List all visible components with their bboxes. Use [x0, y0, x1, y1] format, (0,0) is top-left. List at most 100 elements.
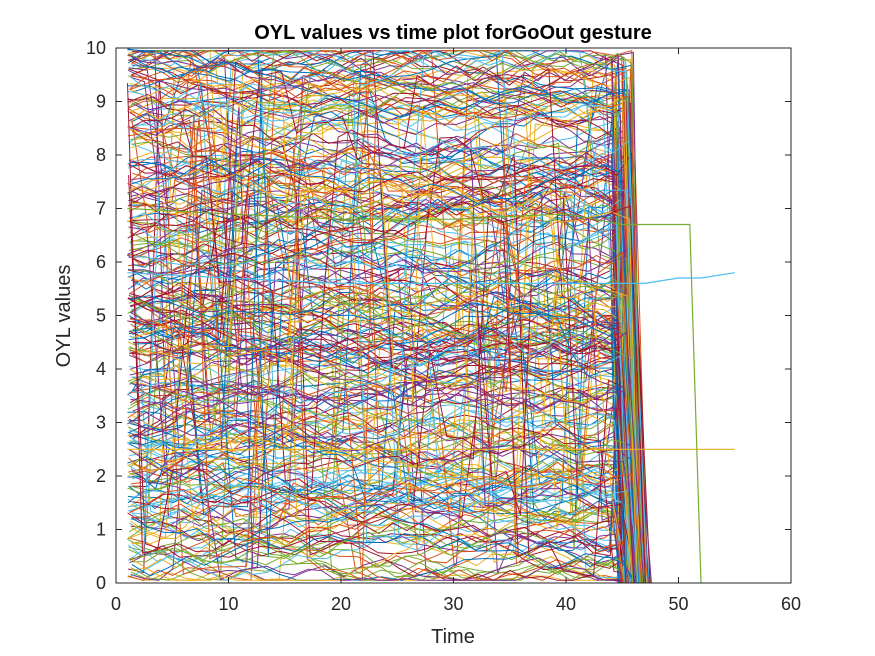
series-line [130, 91, 625, 584]
series-line [131, 489, 632, 584]
y-tick-label: 8 [96, 145, 106, 165]
series-line [129, 58, 632, 584]
series-line [128, 418, 640, 584]
series-line [127, 438, 642, 584]
series-line [131, 92, 619, 584]
series-line [132, 300, 635, 584]
y-tick-label: 2 [96, 466, 106, 486]
series-line [131, 341, 639, 584]
series-line [131, 349, 634, 584]
series-line [130, 184, 634, 584]
series-line [129, 226, 629, 584]
series-line [128, 50, 631, 584]
series-line [127, 68, 644, 584]
series-line [130, 287, 645, 584]
series-line [129, 390, 636, 584]
x-tick-label: 30 [443, 594, 463, 614]
series-line [132, 197, 638, 584]
series-line [127, 65, 622, 584]
series-line [129, 88, 624, 584]
series-line [132, 177, 638, 584]
series-line [128, 61, 645, 584]
series-line [127, 462, 643, 584]
series-line [132, 177, 630, 584]
series-line [128, 499, 640, 584]
series-line [129, 75, 638, 584]
y-tick-label: 4 [96, 359, 106, 379]
series-line [130, 57, 644, 584]
x-tick-label: 10 [218, 594, 238, 614]
series-line [131, 516, 625, 584]
series-line [129, 217, 642, 584]
series-line [127, 512, 639, 584]
series-line [131, 50, 625, 584]
chart-title: OYL values vs time plot forGoOut gesture [254, 22, 652, 44]
axes [115, 47, 792, 584]
series-line [128, 53, 633, 584]
x-tick-label: 20 [331, 594, 351, 614]
series-line [127, 69, 636, 584]
series-line [130, 50, 641, 584]
series-line [127, 49, 638, 584]
y-tick-label: 6 [96, 252, 106, 272]
series-line [129, 84, 646, 584]
series-line [127, 358, 640, 584]
series-line [128, 346, 629, 584]
series-line [131, 482, 624, 584]
tick-labels: 0 10 20 30 40 50 60 0 1 2 3 4 5 6 7 8 9 10 [86, 38, 801, 614]
series-line [128, 363, 639, 584]
series-line [132, 310, 641, 584]
series-lines [127, 48, 735, 584]
series-line [131, 460, 641, 584]
series-line [127, 281, 630, 584]
series-line [132, 99, 635, 584]
series-line [128, 270, 638, 584]
series-line [130, 53, 626, 584]
series-line [128, 544, 626, 584]
y-tick-label: 10 [86, 38, 106, 58]
series-line [130, 212, 624, 584]
x-tick-label: 60 [781, 594, 801, 614]
series-line [129, 552, 627, 584]
series-line [128, 485, 638, 584]
series-line [128, 185, 641, 584]
series-line [131, 179, 630, 584]
series-line [132, 197, 649, 584]
x-tick-label: 0 [111, 594, 121, 614]
y-tick-label: 5 [96, 306, 106, 326]
series-line [130, 49, 631, 584]
series-line [131, 178, 624, 584]
series-line [129, 472, 630, 584]
series-line [132, 325, 625, 584]
series-line [129, 473, 643, 584]
series-line [129, 433, 634, 584]
series-line [132, 331, 645, 584]
series-line [130, 66, 648, 584]
series-line [128, 175, 641, 584]
series-line [128, 336, 633, 584]
series-line [128, 116, 649, 584]
y-axis-label: OYL values [53, 265, 75, 368]
series-line [131, 141, 645, 584]
series-line [131, 205, 626, 584]
series-line [127, 135, 630, 584]
series-line [128, 50, 644, 584]
series-line [129, 241, 645, 584]
series-line [131, 533, 634, 584]
series-line [128, 107, 627, 584]
series-line [127, 146, 629, 584]
series-line [131, 159, 639, 584]
series-line [132, 319, 632, 584]
series-line [129, 95, 642, 584]
series-line [128, 75, 640, 584]
series-line [128, 50, 645, 584]
series-line [131, 63, 625, 584]
series-line [132, 327, 619, 584]
series-line [129, 410, 643, 584]
series-line [128, 189, 646, 584]
series-line [127, 291, 638, 584]
y-tick-label: 0 [96, 573, 106, 593]
series-line [131, 480, 636, 584]
series-line [132, 54, 636, 584]
